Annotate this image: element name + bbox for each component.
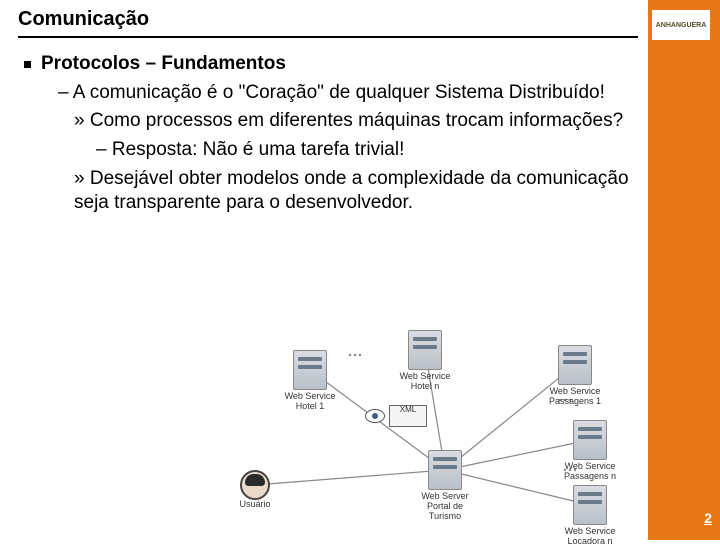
accent-sidebar — [648, 0, 720, 540]
xml-box: XML — [389, 405, 427, 427]
node-label: Web ServicePassagens n — [555, 462, 625, 482]
diagram-node-passn: Web ServicePassagens n — [555, 420, 625, 482]
diagram-node-pass1: Web ServicePassagens 1 — [540, 345, 610, 407]
diagram-node-loc: Web ServiceLocadora n — [555, 485, 625, 547]
bullet-square-icon — [24, 61, 31, 68]
diagram-node-xml: XML — [365, 405, 427, 427]
page-number: 2 — [704, 510, 712, 526]
node-label: Usuário — [230, 500, 280, 510]
server-icon — [573, 485, 607, 525]
server-icon — [558, 345, 592, 385]
title-underline — [18, 36, 638, 38]
bullet-line-4: » Desejável obter modelos onde a complex… — [74, 167, 636, 216]
ellipsis-dot — [349, 354, 351, 356]
diagram-node-user: Usuário — [230, 470, 280, 510]
server-icon — [428, 450, 462, 490]
node-label: Web ServerPortal de Turismo — [410, 492, 480, 522]
server-icon — [408, 330, 442, 370]
diagram-node-hotel1: Web ServiceHotel 1 — [275, 350, 345, 412]
bullet-line-2: » Como processos em diferentes máquinas … — [74, 109, 636, 134]
diagram-node-hoteln: Web ServiceHotel n — [390, 330, 460, 392]
user-icon — [240, 470, 270, 500]
content-body: Protocolos – Fundamentos – A comunicação… — [24, 52, 636, 216]
server-icon — [293, 350, 327, 390]
server-icon — [573, 420, 607, 460]
ellipsis-dot — [359, 354, 361, 356]
ellipsis-dot — [354, 354, 356, 356]
bullet-heading: Protocolos – Fundamentos — [41, 52, 286, 77]
node-label: Web ServiceHotel n — [390, 372, 460, 392]
brand-logo: ANHANGUERA — [652, 10, 710, 40]
diagram-node-portal: Web ServerPortal de Turismo — [410, 450, 480, 522]
network-diagram: Usuário Web ServerPortal de Turismo Web Se… — [220, 320, 640, 530]
node-label: Web ServiceHotel 1 — [275, 392, 345, 412]
eye-icon — [365, 409, 385, 423]
bullet-line-3: – Resposta: Não é uma tarefa trivial! — [96, 138, 636, 163]
brand-logo-text: ANHANGUERA — [656, 22, 707, 29]
node-label: Web ServiceLocadora n — [555, 527, 625, 547]
bullet-line-1: – A comunicação é o "Coração" de qualque… — [58, 81, 636, 106]
page-title: Comunicação — [18, 8, 149, 31]
node-label: Web ServicePassagens 1 — [540, 387, 610, 407]
